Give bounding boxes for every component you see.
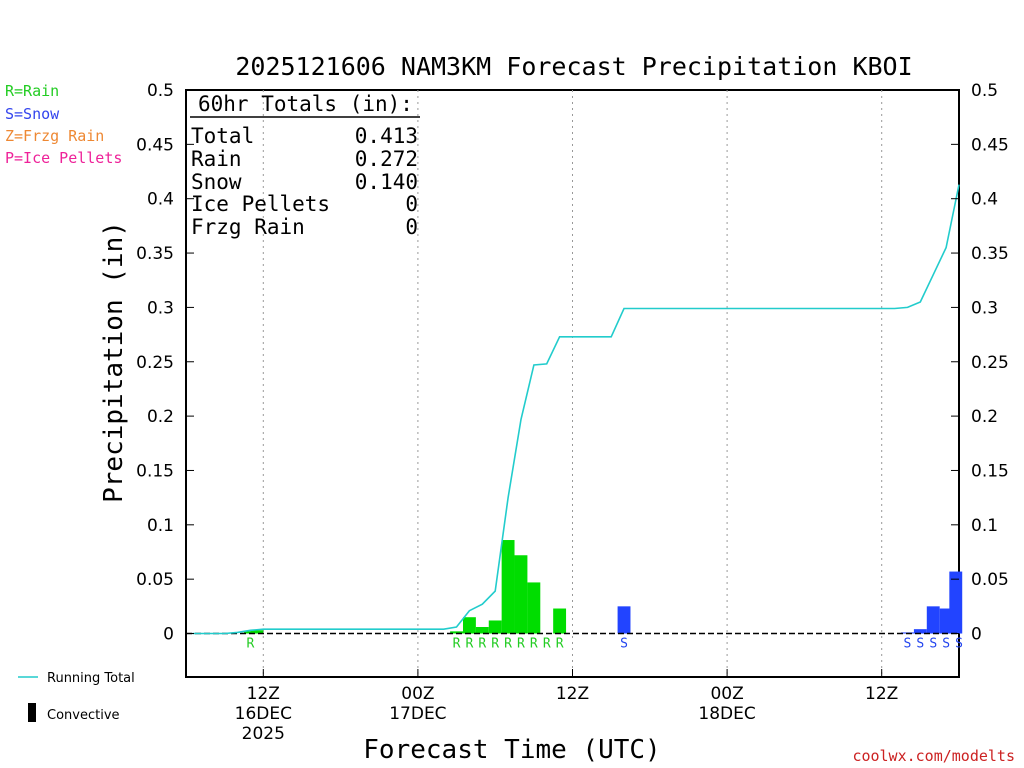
chart-title: 2025121606 NAM3KM Forecast Precipitation… [235, 52, 912, 81]
y-tick-label-left: 0.05 [136, 570, 174, 590]
legend-item-ice-pellets: P=Ice Pellets [5, 149, 122, 167]
snow-bar [926, 606, 940, 634]
totals-value-frzg-rain: 0 [405, 215, 418, 239]
totals-label-total: Total [191, 124, 254, 148]
rain-type-label: R [247, 637, 255, 652]
convective-swatch [28, 703, 36, 722]
x-tick-label: 2025 [242, 724, 285, 744]
rain-bar [527, 582, 541, 634]
y-tick-label-right: 0.5 [971, 81, 998, 101]
y-tick-label-left: 0.45 [136, 135, 174, 155]
y-tick-label-right: 0.35 [971, 244, 1009, 264]
y-tick-label-left: 0.3 [147, 298, 174, 318]
grid-layer [262, 90, 883, 677]
snow-type-label: S [942, 637, 950, 652]
y-tick-label-right: 0.4 [971, 190, 998, 210]
x-tick-label: 16DEC [235, 704, 292, 724]
rain-type-label: R [556, 637, 564, 652]
bars-layer [243, 540, 963, 634]
legend-item-snow: S=Snow [5, 105, 60, 123]
x-tick-label: 00Z [401, 684, 434, 704]
bottom-legend: Running Total Convective [18, 671, 135, 723]
snow-bar [949, 571, 963, 634]
rain-type-label: R [504, 637, 512, 652]
credit-text: coolwx.com/modelts [852, 747, 1015, 765]
y-tick-label-left: 0.5 [147, 81, 174, 101]
snow-bar [913, 629, 927, 634]
rain-bar [553, 608, 567, 634]
running-total-line [192, 184, 960, 635]
rain-bar [450, 631, 463, 634]
y-tick-label-right: 0.1 [971, 516, 998, 536]
snow-type-label: S [620, 637, 628, 652]
rain-type-label: R [543, 637, 551, 652]
y-tick-label-left: 0 [163, 625, 174, 645]
x-tick-label: 12Z [556, 684, 589, 704]
rain-bar [501, 540, 515, 634]
totals-label-frzg-rain: Frzg Rain [191, 215, 305, 239]
rain-type-label: R [466, 637, 474, 652]
x-tick-label: 18DEC [698, 704, 755, 724]
totals-label-ice-pellets: Ice Pellets [191, 192, 330, 216]
totals-header: 60hr Totals (in): [198, 92, 413, 116]
y-tick-label-right: 0.15 [971, 461, 1009, 481]
rain-bar [250, 630, 264, 634]
y-tick-label-left: 0.25 [136, 353, 174, 373]
ptype-legend: R=Rain S=Snow Z=Frzg Rain P=Ice Pellets [5, 82, 122, 167]
y-tick-label-left: 0.4 [147, 190, 174, 210]
rain-bar [488, 620, 502, 634]
x-tick-label: 00Z [710, 684, 743, 704]
rain-bar [475, 626, 489, 634]
running-total-legend-label: Running Total [47, 671, 135, 686]
totals-value-rain: 0.272 [355, 147, 418, 171]
x-tick-label: 17DEC [389, 704, 446, 724]
rain-type-label: R [453, 637, 461, 652]
y-tick-label-left: 0.1 [147, 516, 174, 536]
snow-type-label: S [955, 637, 963, 652]
y-tick-label-left: 0.15 [136, 461, 174, 481]
rain-type-label: R [530, 637, 538, 652]
convective-legend-label: Convective [47, 708, 120, 723]
snow-type-label: S [916, 637, 924, 652]
rain-bar [514, 555, 528, 634]
snow-type-label: S [929, 637, 937, 652]
snow-type-label: S [904, 637, 912, 652]
rain-type-label: R [517, 637, 525, 652]
x-tick-label: 12Z [865, 684, 898, 704]
y-tick-label-right: 0.25 [971, 353, 1009, 373]
legend-item-frzg-rain: Z=Frzg Rain [5, 127, 104, 145]
y-tick-label-right: 0.45 [971, 135, 1009, 155]
legend-item-rain: R=Rain [5, 82, 59, 100]
y-axis-title: Precipitation (in) [99, 221, 129, 503]
y-tick-label-left: 0.2 [147, 407, 174, 427]
snow-bar [617, 606, 631, 634]
rain-type-label: R [478, 637, 486, 652]
totals-value-ice-pellets: 0 [405, 192, 418, 216]
rain-type-label: R [491, 637, 499, 652]
totals-label-rain: Rain [191, 147, 242, 171]
totals-box: 60hr Totals (in): Total 0.413 Rain 0.272… [190, 92, 420, 239]
x-axis-title: Forecast Time (UTC) [363, 735, 660, 765]
x-tick-label: 12Z [247, 684, 280, 704]
totals-value-snow: 0.140 [355, 170, 418, 194]
y-tick-label-right: 0.05 [971, 570, 1009, 590]
y-tick-label-right: 0.2 [971, 407, 998, 427]
y-tick-label-right: 0.3 [971, 298, 998, 318]
y-tick-label-left: 0.35 [136, 244, 174, 264]
totals-label-snow: Snow [191, 170, 242, 194]
y-tick-label-right: 0 [971, 625, 982, 645]
totals-value-total: 0.413 [355, 124, 418, 148]
rain-bar [462, 617, 476, 634]
